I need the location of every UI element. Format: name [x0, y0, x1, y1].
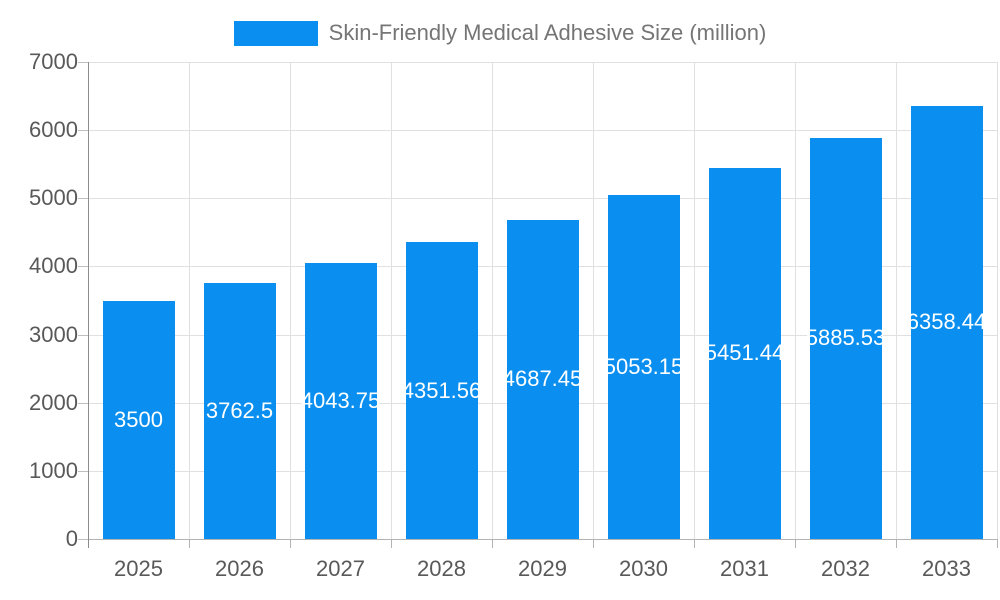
- y-tick-label: 4000: [29, 253, 78, 279]
- gridline-vertical: [391, 62, 392, 539]
- x-tick-label: 2032: [821, 556, 870, 581]
- y-tick-label: 5000: [29, 185, 78, 211]
- gridline-vertical: [492, 62, 493, 539]
- x-tick-label: 2025: [114, 556, 163, 581]
- bar-value-label: 6358.44: [906, 309, 987, 335]
- gridline-horizontal: [88, 198, 997, 200]
- x-axis-tick: [694, 539, 695, 548]
- bar-2033[interactable]: 6358.44: [907, 105, 986, 539]
- bar-2032[interactable]: 5885.53: [806, 137, 885, 539]
- y-tick-label: 2000: [29, 389, 78, 415]
- x-axis-tick: [290, 539, 291, 548]
- x-axis-tick: [189, 539, 190, 548]
- y-axis-tick: [78, 266, 88, 268]
- gridline-vertical: [896, 62, 897, 539]
- legend[interactable]: Skin-Friendly Medical Adhesive Size (mil…: [0, 20, 1000, 46]
- x-axis-line: [88, 539, 997, 540]
- bar-value-label: 4043.75: [300, 388, 381, 414]
- bar-value-label: 4351.56: [401, 377, 482, 403]
- bar-value-label: 3500: [114, 406, 163, 432]
- y-tick-label: 0: [65, 526, 78, 551]
- y-tick-label: 6000: [29, 117, 78, 143]
- bar-2031[interactable]: 5451.44: [705, 167, 784, 539]
- x-axis-tick: [593, 539, 594, 548]
- gridline-vertical: [290, 62, 291, 539]
- bar-2025[interactable]: 3500: [102, 300, 175, 539]
- gridline-vertical: [694, 62, 695, 539]
- gridline-vertical: [593, 62, 594, 539]
- y-axis-tick: [78, 130, 88, 132]
- x-axis-tick: [795, 539, 796, 548]
- x-tick-label: 2029: [518, 556, 567, 581]
- legend-label: Skin-Friendly Medical Adhesive Size (mil…: [328, 20, 767, 45]
- bar-2028[interactable]: 4351.56: [402, 242, 481, 539]
- y-axis-tick: [78, 470, 88, 472]
- x-tick-label: 2026: [215, 556, 264, 581]
- gridline-horizontal: [88, 130, 997, 132]
- bar-2027[interactable]: 4043.75: [301, 263, 380, 539]
- x-tick-label: 2033: [922, 556, 971, 581]
- y-axis-tick: [78, 402, 88, 404]
- x-tick-label: 2027: [316, 556, 365, 581]
- bar-value-label: 5451.44: [704, 340, 785, 366]
- bar-value-label: 4687.45: [502, 366, 583, 392]
- bar-2026[interactable]: 3762.5: [203, 282, 276, 539]
- gridline-horizontal: [88, 62, 997, 63]
- bar-value-label: 3762.5: [205, 397, 274, 423]
- y-tick-label: 1000: [29, 457, 78, 483]
- x-axis-tick: [997, 539, 998, 548]
- y-tick-label: 3000: [29, 321, 78, 347]
- y-axis-line: [88, 62, 89, 539]
- gridline-vertical: [997, 62, 998, 539]
- plot-area: 3500 3762.5 4043.75 4351.56 4687.45 5053.15 54…: [88, 62, 998, 540]
- x-axis-tick: [391, 539, 392, 548]
- legend-swatch-icon: [233, 20, 318, 46]
- y-axis-tick: [78, 539, 88, 540]
- x-axis-tick: [492, 539, 493, 548]
- bar-2030[interactable]: 5053.15: [604, 194, 683, 539]
- x-tick-label: 2028: [417, 556, 466, 581]
- bar-2029[interactable]: 4687.45: [503, 219, 582, 539]
- bar-value-label: 5885.53: [805, 325, 886, 351]
- x-tick-label: 2031: [720, 556, 769, 581]
- x-tick-label: 2030: [619, 556, 668, 581]
- x-axis-tick: [88, 539, 89, 548]
- gridline-vertical: [189, 62, 190, 539]
- y-axis-tick: [78, 334, 88, 336]
- gridline-vertical: [795, 62, 796, 539]
- y-tick-label: 7000: [29, 49, 78, 74]
- y-axis-tick: [78, 198, 88, 200]
- y-axis-tick: [78, 62, 88, 63]
- x-axis-tick: [896, 539, 897, 548]
- bar-value-label: 5053.15: [603, 353, 684, 379]
